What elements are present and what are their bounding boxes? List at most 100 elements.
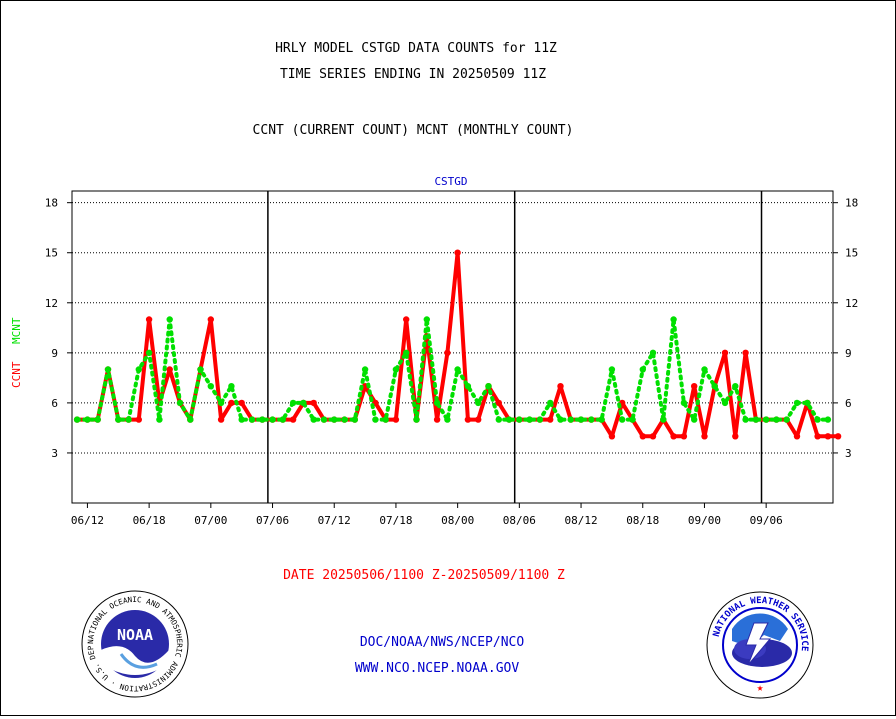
data-point-ccnt — [238, 399, 245, 407]
y-tick-label-right: 15 — [845, 247, 858, 260]
data-point-ccnt — [289, 416, 297, 423]
data-point-mcnt — [115, 416, 122, 423]
x-tick-label: 07/12 — [318, 514, 351, 527]
x-tick-label: 08/06 — [503, 514, 536, 527]
data-point-mcnt — [608, 366, 616, 373]
data-point-mcnt — [598, 416, 605, 423]
x-tick-label: 07/18 — [379, 514, 412, 527]
data-point-mcnt — [341, 416, 348, 423]
data-point-mcnt — [763, 416, 770, 423]
y-tick-label-left: 9 — [51, 347, 58, 360]
data-point-ccnt — [691, 383, 698, 390]
data-point-ccnt — [228, 399, 235, 407]
y-tick-label-right: 12 — [845, 297, 858, 310]
series-line-ccnt — [75, 250, 841, 439]
data-point-ccnt — [166, 366, 173, 373]
data-point-mcnt — [475, 399, 482, 407]
x-tick-label: 07/06 — [256, 514, 289, 527]
data-point-mcnt — [279, 416, 286, 423]
data-point-mcnt — [649, 349, 657, 356]
data-point-mcnt — [197, 366, 204, 373]
data-point-mcnt — [372, 416, 379, 423]
data-point-mcnt — [228, 383, 235, 390]
data-point-ccnt — [793, 433, 801, 440]
data-point-ccnt — [547, 416, 554, 423]
data-point-mcnt — [403, 349, 410, 356]
data-point-mcnt — [516, 416, 523, 423]
data-point-mcnt — [433, 399, 441, 407]
data-point-mcnt — [752, 416, 760, 423]
data-point-mcnt — [94, 416, 101, 423]
data-point-mcnt — [156, 416, 163, 423]
data-point-mcnt — [176, 399, 184, 407]
x-tick-label: 07/00 — [194, 514, 227, 527]
data-point-mcnt — [217, 399, 225, 407]
data-point-mcnt — [310, 416, 317, 423]
data-point-ccnt — [814, 433, 821, 440]
data-point-mcnt — [547, 399, 554, 407]
data-point-mcnt — [639, 366, 646, 373]
y-tick-label-right: 18 — [845, 197, 858, 210]
y-tick-label-left: 15 — [45, 247, 58, 260]
data-point-mcnt — [464, 383, 472, 390]
x-tick-label: 09/06 — [750, 514, 783, 527]
data-point-ccnt — [834, 433, 842, 440]
y-tick-label-right: 3 — [845, 447, 852, 460]
data-point-ccnt — [135, 416, 142, 423]
x-tick-label: 08/18 — [626, 514, 659, 527]
data-point-ccnt — [639, 433, 646, 440]
data-point-mcnt — [423, 316, 430, 323]
data-point-mcnt — [145, 349, 153, 356]
data-point-mcnt — [691, 416, 698, 423]
data-point-mcnt — [804, 399, 811, 407]
data-point-mcnt — [814, 416, 821, 423]
noaa-logo-text: NOAA — [117, 626, 153, 644]
x-tick-label: 06/12 — [71, 514, 104, 527]
grid-lines — [67, 191, 838, 503]
title-line-2: TIME SERIES ENDING IN 20250509 11Z — [280, 67, 546, 82]
data-point-mcnt — [793, 399, 801, 407]
x-tick-labels: 06/12 06/18 07/00 07/06 07/12 07/18 08/00 08/06… — [71, 503, 783, 527]
series-line-mcnt — [75, 317, 830, 422]
data-point-mcnt — [505, 416, 513, 423]
data-point-mcnt — [413, 416, 420, 423]
data-point-mcnt — [711, 383, 718, 390]
data-point-mcnt — [248, 416, 256, 423]
data-point-mcnt — [125, 416, 132, 423]
data-point-mcnt — [454, 366, 461, 373]
data-point-ccnt — [444, 349, 451, 356]
data-point-ccnt — [310, 399, 317, 407]
y-axis-label: CCNT MCNT — [10, 317, 23, 388]
data-point-mcnt — [392, 366, 400, 373]
data-point-ccnt — [403, 316, 410, 323]
x-tick-label: 08/12 — [564, 514, 597, 527]
data-point-mcnt — [557, 416, 564, 423]
data-point-mcnt — [567, 416, 574, 423]
data-point-ccnt — [608, 433, 616, 440]
nws-star: ★ — [757, 681, 764, 694]
data-point-ccnt — [392, 416, 400, 423]
data-point-mcnt — [331, 416, 338, 423]
data-point-ccnt — [701, 433, 708, 440]
data-point-mcnt — [187, 416, 194, 423]
data-point-mcnt — [680, 399, 688, 407]
data-point-mcnt — [289, 399, 297, 407]
data-point-mcnt — [660, 416, 667, 423]
data-point-mcnt — [732, 383, 739, 390]
data-point-ccnt — [670, 433, 677, 440]
data-point-mcnt — [670, 316, 677, 323]
data-point-mcnt — [382, 416, 389, 423]
data-point-ccnt — [557, 383, 564, 390]
data-point-mcnt — [701, 366, 708, 373]
data-point-mcnt — [269, 416, 276, 423]
data-point-ccnt — [217, 416, 225, 423]
data-point-ccnt — [454, 249, 461, 256]
org-text: DOC/NOAA/NWS/NCEP/NCO — [360, 635, 525, 650]
data-point-mcnt — [351, 416, 358, 423]
data-point-ccnt — [207, 316, 214, 323]
data-point-mcnt — [824, 416, 832, 423]
data-point-ccnt — [495, 399, 502, 407]
data-point-mcnt — [485, 383, 492, 390]
y-tick-label-right: 9 — [845, 347, 852, 360]
